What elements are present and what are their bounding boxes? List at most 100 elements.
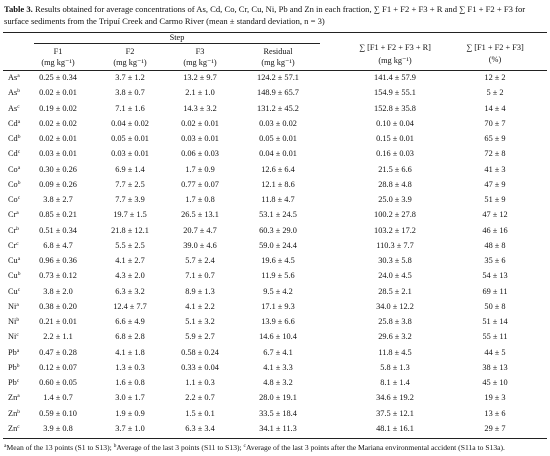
cell: 5.1 ± 3.2	[185, 317, 215, 326]
row-label: Coc	[8, 195, 20, 204]
cell: 20.7 ± 4.7	[183, 225, 217, 235]
cell: 70 ± 7	[484, 118, 506, 128]
cell: 1.9 ± 0.9	[115, 408, 145, 418]
cell: 3.9 ± 0.8	[43, 423, 73, 433]
cell: 41 ± 3	[484, 164, 506, 174]
cell: 6.3 ± 3.2	[115, 286, 145, 296]
bottom-rule	[3, 438, 547, 439]
cell: 0.25 ± 0.34	[39, 73, 77, 82]
cell: 1.7 ± 0.8	[185, 195, 215, 204]
cell: 4.1 ± 3.3	[263, 362, 293, 372]
cell: 0.02 ± 0.01	[39, 134, 77, 143]
element: As	[8, 103, 18, 113]
element: Ni	[8, 332, 17, 342]
cell: 30.3 ± 5.8	[378, 256, 412, 265]
cell: 1.4 ± 0.7	[43, 393, 73, 403]
cell: 29.6 ± 3.2	[378, 332, 412, 342]
row-superscript: c	[16, 332, 19, 339]
column-unit: (mg kg⁻¹)	[378, 56, 412, 65]
cell: 7.1 ± 0.7	[185, 271, 215, 281]
cell: 8.1 ± 1.4	[380, 378, 410, 387]
element: Cd	[8, 118, 18, 128]
cell: 38 ± 13	[482, 362, 508, 372]
cell: 154.9 ± 55.1	[374, 88, 416, 98]
column-header: F2	[125, 47, 135, 56]
cell: 25.8 ± 3.8	[378, 317, 412, 326]
row-label: Pbc	[8, 378, 19, 387]
cell: 100.2 ± 27.8	[374, 210, 416, 220]
cell: 8.9 ± 1.3	[185, 286, 215, 296]
row-label: Nia	[8, 302, 19, 311]
cell: 0.30 ± 0.26	[39, 164, 77, 174]
cell: 0.16 ± 0.03	[376, 149, 414, 159]
cell: 0.51 ± 0.34	[39, 225, 77, 235]
cell: 13.9 ± 6.6	[261, 317, 295, 326]
cell: 3.8 ± 0.7	[115, 88, 145, 98]
element: Co	[8, 195, 18, 204]
cell: 11.8 ± 4.5	[378, 347, 412, 357]
element: Cr	[8, 225, 17, 235]
row-label: Cdc	[8, 149, 20, 158]
row-superscript: a	[17, 164, 21, 171]
row-superscript: c	[17, 195, 21, 201]
element: Zn	[8, 423, 18, 433]
row-label: Coa	[8, 165, 20, 174]
footnote-text: Mean of the 13 points (S1 to S13);	[6, 443, 114, 452]
cell: 19 ± 3	[484, 393, 506, 403]
cell: 0.03 ± 0.01	[111, 149, 149, 159]
cell: 0.58 ± 0.24	[181, 347, 219, 357]
cell: 17.1 ± 9.3	[261, 301, 295, 311]
element: Cd	[8, 149, 18, 159]
row-superscript: b	[16, 225, 20, 232]
cell: 110.3 ± 7.7	[376, 240, 414, 250]
cell: 34.6 ± 19.2	[376, 393, 414, 403]
cell: 4.1 ± 1.8	[115, 347, 145, 357]
cell: 28.5 ± 2.1	[378, 286, 412, 296]
row-label: Cub	[8, 271, 20, 280]
cell: 4.3 ± 2.0	[115, 271, 145, 281]
cell: 12.4 ± 7.7	[113, 301, 147, 311]
row-superscript: b	[17, 88, 20, 95]
row-superscript: c	[16, 378, 20, 384]
cell: 3.7 ± 1.0	[115, 423, 145, 433]
cell: 0.96 ± 0.36	[39, 256, 77, 265]
row-label: Crb	[8, 226, 19, 235]
row-superscript: c	[17, 286, 21, 293]
row-superscript: b	[17, 408, 20, 415]
element: Ni	[8, 301, 17, 311]
column-header: ∑ [F1 + F2 + F3 + R]	[359, 43, 431, 52]
row-label: Nib	[8, 317, 19, 326]
cell: 21.8 ± 12.1	[111, 225, 149, 235]
cell: 0.33 ± 0.04	[181, 362, 219, 372]
cell: 1.7 ± 0.9	[185, 164, 215, 174]
cell: 7.7 ± 3.9	[115, 195, 145, 204]
cell: 11.9 ± 5.6	[261, 271, 295, 281]
cell: 1.3 ± 0.3	[115, 362, 145, 372]
cell: 51 ± 9	[484, 195, 506, 204]
cell: 0.85 ± 0.21	[39, 210, 77, 220]
row-label: Zna	[8, 393, 20, 402]
column-unit: (mg kg⁻¹)	[41, 58, 75, 67]
cell: 39.0 ± 4.6	[183, 240, 217, 250]
cell: 0.04 ± 0.02	[111, 118, 149, 128]
cell: 53.1 ± 24.5	[259, 210, 297, 220]
cell: 0.09 ± 0.26	[39, 179, 77, 189]
cell: 54 ± 13	[482, 271, 508, 281]
element: As	[8, 73, 18, 82]
row-superscript: a	[16, 347, 20, 354]
element: As	[8, 88, 18, 98]
row-label: Pba	[8, 348, 19, 357]
row-superscript: a	[17, 73, 20, 79]
step-header: Step	[169, 33, 185, 42]
cell: 65 ± 9	[484, 134, 506, 143]
row-label: Asa	[8, 73, 20, 82]
row-label: Nic	[8, 332, 19, 341]
row-label: Cdb	[8, 134, 20, 143]
row-superscript: b	[17, 179, 21, 186]
cell: 19.7 ± 1.5	[113, 210, 147, 220]
element: Cr	[8, 240, 17, 250]
cell: 1.1 ± 0.3	[185, 378, 215, 387]
cell: 0.12 ± 0.07	[39, 362, 77, 372]
cell: 0.02 ± 0.01	[39, 88, 77, 98]
footnote-superscript: c	[243, 443, 246, 449]
